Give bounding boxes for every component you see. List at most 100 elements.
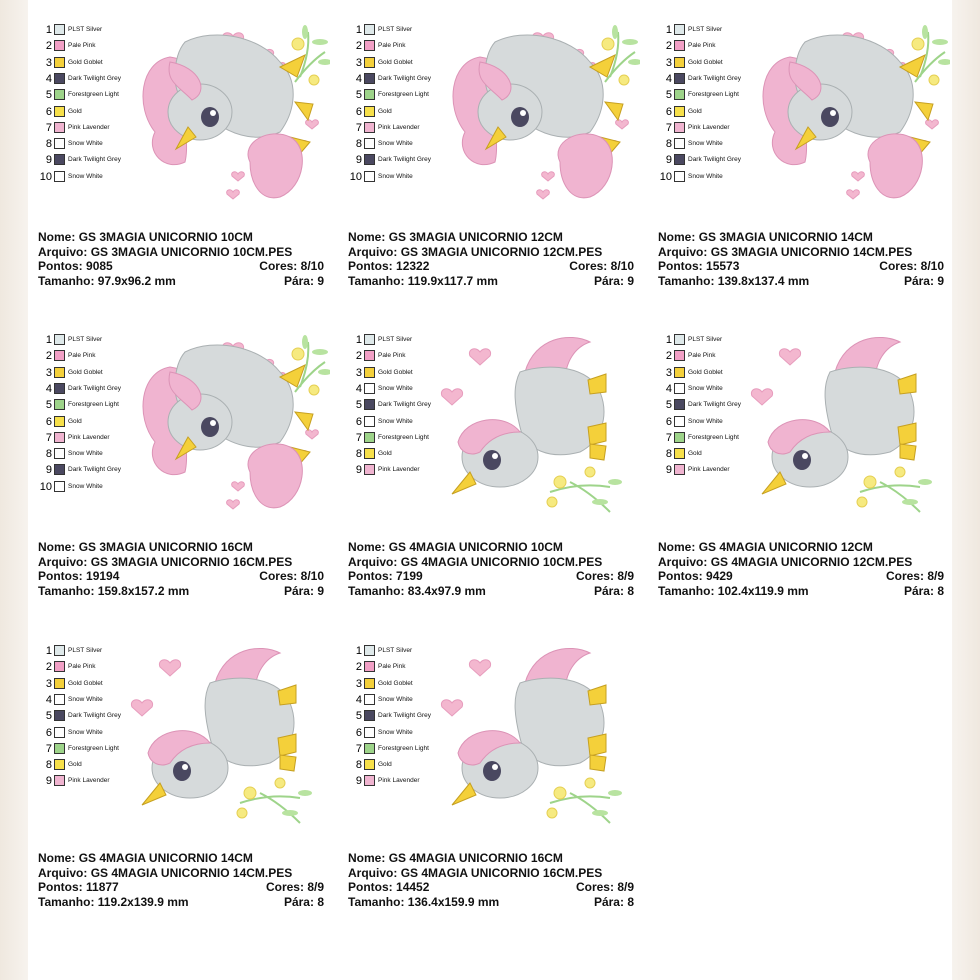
thread-color-row: 6 Snow White: [38, 725, 178, 741]
thread-number: 10: [349, 170, 362, 183]
thread-color-name: Forestgreen Light: [68, 401, 119, 409]
thread-color-name: Forestgreen Light: [378, 433, 429, 441]
design-card[interactable]: 1 PLST Silver 2 Pale Pink 3 Gold Goblet 4 Dark …: [340, 22, 642, 322]
design-card[interactable]: 1 PLST Silver 2 Pale Pink 3 Gold Goblet 4 Snow …: [340, 643, 640, 943]
thread-color-name: Pale Pink: [688, 42, 716, 50]
thread-color-swatch: [54, 56, 65, 68]
thread-color-swatch: [54, 645, 65, 656]
unicorn-embroidery-image: [762, 25, 952, 200]
thread-color-row: 5 Forestgreen Light: [38, 87, 178, 103]
thread-color-name: Gold Goblet: [688, 58, 723, 66]
design-info: Nome: GS 4MAGIA UNICORNIO 16CM Arquivo: G…: [348, 851, 638, 909]
thread-color-name: Pale Pink: [378, 663, 406, 671]
design-preview: [440, 22, 642, 212]
thread-color-name: Pale Pink: [378, 352, 406, 360]
thread-number: 3: [355, 366, 362, 379]
thread-number: 9: [355, 154, 362, 167]
thread-color-name: Gold Goblet: [68, 58, 103, 66]
thread-color-name: Gold: [378, 107, 392, 115]
thread-number: 3: [355, 56, 362, 69]
arquivo-label: Arquivo:: [38, 244, 88, 259]
design-name-line: Nome: GS 3MAGIA UNICORNIO 16CM: [38, 540, 328, 555]
design-preview: [750, 22, 952, 212]
thread-color-row: 5 Forestgreen Light: [658, 87, 798, 103]
thread-number: 10: [39, 480, 52, 493]
thread-number: 10: [39, 170, 52, 183]
thread-color-swatch: [674, 56, 685, 68]
pontos-label: Pontos:: [348, 569, 393, 583]
thread-color-swatch: [364, 677, 375, 689]
thread-color-row: 2 Pale Pink: [658, 38, 798, 54]
thread-color-row: 4 Dark Twilight Grey: [348, 71, 488, 87]
thread-number: 1: [45, 645, 52, 657]
thread-color-name: Snow White: [378, 417, 413, 425]
thread-color-name: Forestgreen Light: [378, 91, 429, 99]
tamanho-label: Tamanho:: [348, 583, 405, 598]
thread-color-row: 9 Dark Twilight Grey: [658, 152, 798, 168]
thread-color-row: 8 Snow White: [658, 136, 798, 152]
thread-color-swatch: [364, 154, 375, 166]
thread-number: 6: [355, 415, 362, 428]
design-card[interactable]: 1 PLST Silver 2 Pale Pink 3 Gold Goblet 4 Dark …: [30, 22, 332, 322]
thread-color-row: 8 Gold: [348, 757, 488, 773]
thread-color-row: 3 Gold Goblet: [348, 55, 488, 71]
thread-color-swatch: [364, 759, 375, 771]
thread-color-row: 9 Pink Lavender: [658, 462, 798, 478]
thread-color-swatch: [364, 170, 375, 182]
design-info: Nome: GS 4MAGIA UNICORNIO 10CM Arquivo: G…: [348, 540, 638, 598]
thread-color-row: 3 Gold Goblet: [38, 55, 178, 71]
thread-color-row: 6 Snow White: [348, 725, 488, 741]
thread-color-row: 1 PLST Silver: [348, 643, 488, 659]
thread-color-swatch: [364, 693, 375, 705]
thread-color-swatch: [364, 464, 375, 476]
design-card[interactable]: 1 PLST Silver 2 Pale Pink 3 Gold Goblet 4 Snow …: [650, 332, 950, 632]
thread-color-name: Pink Lavender: [688, 466, 730, 474]
thread-color-swatch: [364, 448, 375, 460]
tamanho-label: Tamanho:: [348, 273, 405, 288]
stitch-count: 9429: [706, 569, 733, 583]
thread-number: 5: [45, 710, 52, 723]
thread-color-swatch: [54, 154, 65, 166]
design-preview: [130, 332, 332, 522]
stitch-count: 11877: [86, 880, 119, 894]
thread-number: 7: [45, 742, 52, 755]
thread-color-row: 5 Forestgreen Light: [348, 87, 488, 103]
design-card[interactable]: 1 PLST Silver 2 Pale Pink 3 Gold Goblet 4 Dark …: [650, 22, 952, 322]
design-name-line: Nome: GS 4MAGIA UNICORNIO 10CM: [348, 540, 638, 555]
nome-label: Nome:: [348, 230, 386, 244]
nome-label: Nome:: [38, 230, 76, 244]
thread-color-row: 8 Gold: [658, 446, 798, 462]
thread-color-row: 7 Forestgreen Light: [38, 741, 178, 757]
thread-number: 9: [665, 154, 672, 167]
design-card[interactable]: 1 PLST Silver 2 Pale Pink 3 Gold Goblet 4 Snow …: [340, 332, 640, 632]
tamanho-label: Tamanho:: [348, 894, 405, 909]
pontos-label: Pontos:: [38, 259, 83, 273]
stitch-count: 12322: [396, 259, 430, 273]
thread-number: 1: [45, 24, 52, 36]
thread-color-swatch: [364, 366, 375, 378]
thread-number: 9: [355, 464, 362, 477]
design-info: Nome: GS 3MAGIA UNICORNIO 10CM Arquivo: G…: [38, 230, 328, 288]
thread-color-row: 7 Forestgreen Light: [658, 430, 798, 446]
file-name: GS 4MAGIA UNICORNIO 16CM.PES: [400, 865, 603, 880]
thread-color-swatch: [54, 677, 65, 689]
thread-color-row: 9 Dark Twilight Grey: [38, 462, 178, 478]
thread-color-name: Gold: [688, 450, 702, 458]
design-card[interactable]: 1 PLST Silver 2 Pale Pink 3 Gold Goblet 4 Dark …: [30, 332, 332, 632]
thread-color-name: Snow White: [688, 172, 723, 180]
design-info: Nome: GS 3MAGIA UNICORNIO 14CM Arquivo: G…: [658, 230, 948, 288]
thread-color-name: Gold: [378, 761, 392, 769]
size-line: Tamanho: 136.4x159.9 mm Pára: 8: [348, 895, 638, 910]
thread-number: 7: [665, 121, 672, 134]
design-size: 97.9x96.2 mm: [97, 273, 176, 288]
design-card[interactable]: 1 PLST Silver 2 Pale Pink 3 Gold Goblet 4 Snow …: [30, 643, 330, 943]
design-info: Nome: GS 4MAGIA UNICORNIO 12CM Arquivo: G…: [658, 540, 948, 598]
thread-color-name: PLST Silver: [68, 26, 103, 33]
design-name: GS 3MAGIA UNICORNIO 10CM: [78, 230, 253, 244]
thread-color-row: 4 Dark Twilight Grey: [658, 71, 798, 87]
thread-number: 1: [45, 334, 52, 346]
pontos-label: Pontos:: [658, 259, 703, 273]
thread-color-name: Dark Twilight Grey: [68, 384, 121, 392]
thread-color-swatch: [364, 138, 375, 150]
thread-color-row: 2 Pale Pink: [38, 38, 178, 54]
